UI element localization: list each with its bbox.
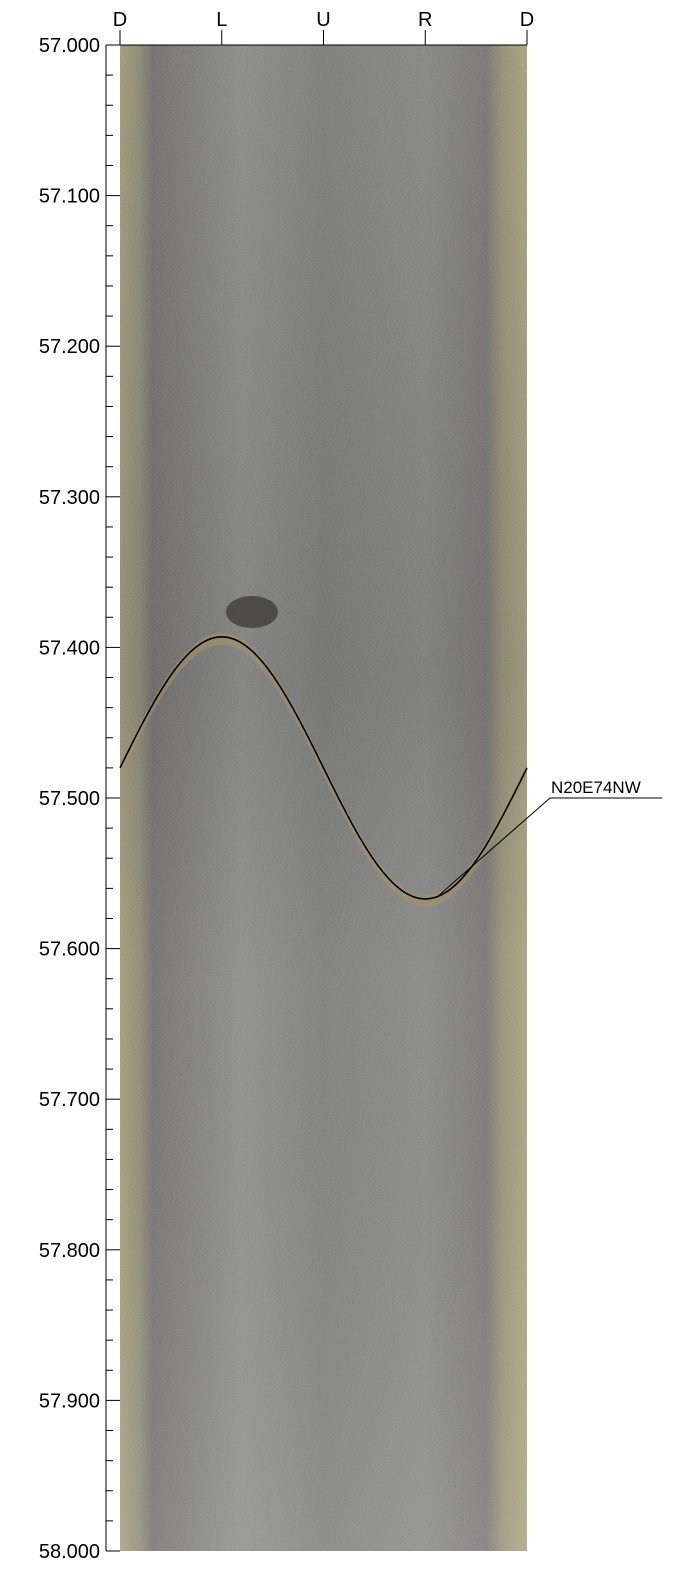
depth-label: 57.600 [39, 939, 100, 961]
depth-label: 57.000 [39, 35, 100, 57]
depth-label: 57.900 [39, 1390, 100, 1412]
cavity [226, 596, 278, 628]
orientation-label: D [520, 9, 534, 31]
depth-label: 57.400 [39, 637, 100, 659]
depth-label: 57.700 [39, 1089, 100, 1111]
orientation-label: L [216, 9, 227, 31]
fracture-sinusoid [119, 636, 528, 900]
depth-label: 58.000 [39, 1541, 100, 1563]
fracture-zone [120, 632, 527, 907]
fracture-trace: N20E74NW [119, 636, 662, 900]
fracture-label: N20E74NW [551, 778, 641, 797]
fracture-leader-line [437, 797, 662, 897]
depth-label: 57.500 [39, 788, 100, 810]
depth-label: 57.300 [39, 487, 100, 509]
core-grain [120, 45, 527, 1551]
depth-axis: 57.000 57.100 57.200 57.300 57.400 57.500 57.6… [39, 35, 120, 1563]
depth-label: 57.100 [39, 186, 100, 208]
depth-label: 57.800 [39, 1240, 100, 1262]
core-image [120, 45, 527, 1551]
orientation-label: D [113, 9, 127, 31]
depth-label: 57.200 [39, 336, 100, 358]
orientation-label: R [418, 9, 432, 31]
orientation-label: U [316, 9, 330, 31]
